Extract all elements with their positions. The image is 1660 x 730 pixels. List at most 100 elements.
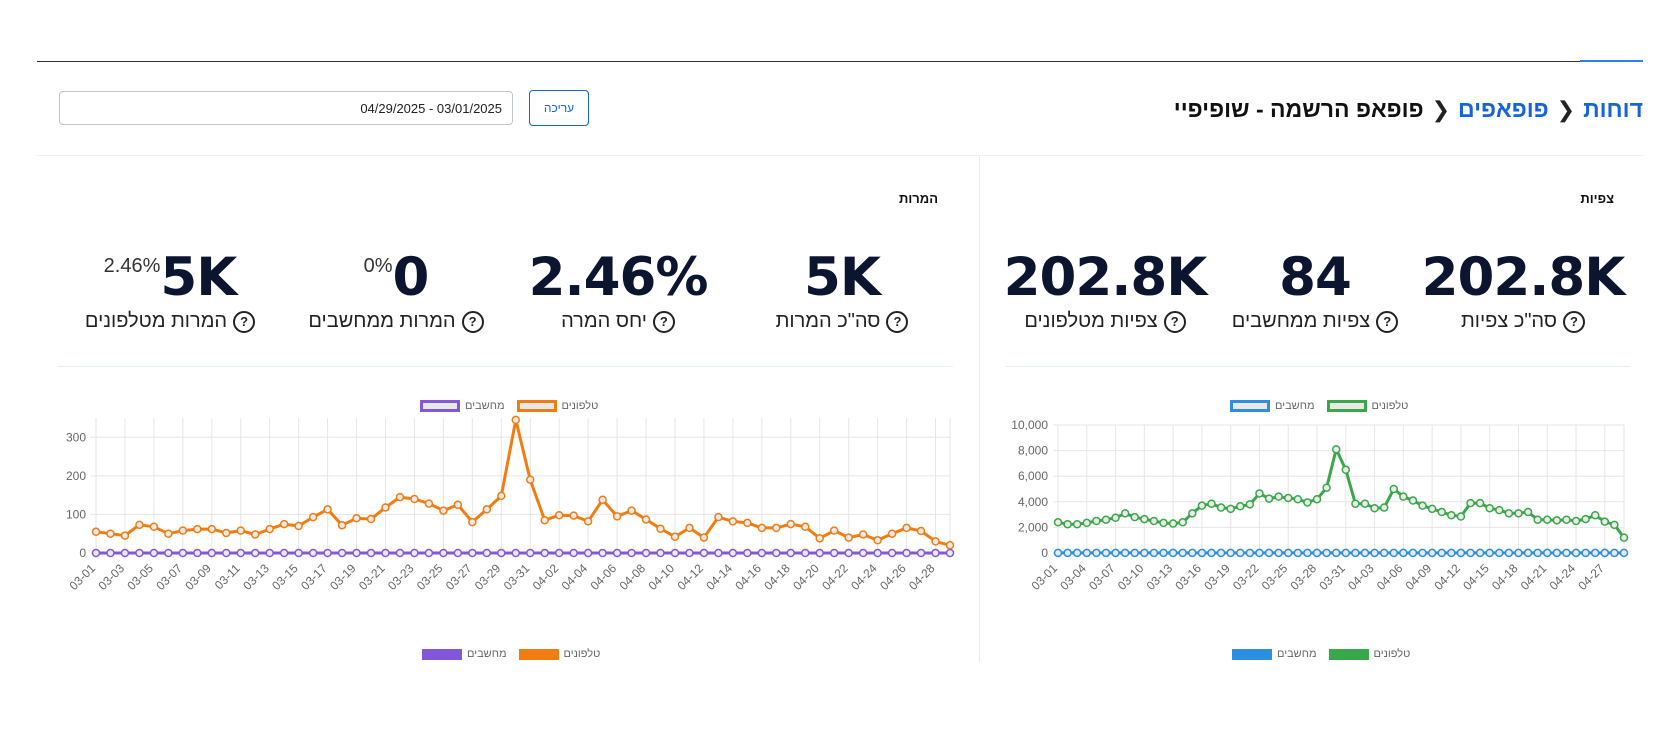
views-chart-data-point-desktop: [1245, 548, 1255, 558]
conversions-chart-x-tick-label: 03-23: [385, 561, 417, 593]
conversions-chart-data-point-phones: [873, 536, 882, 545]
conversions-chart-data-point-phones: [250, 530, 260, 539]
breadcrumb-popups-link[interactable]: פופאפים: [1458, 96, 1549, 122]
total-conversions-label: סה"כ המרות: [775, 310, 881, 332]
views-chart-x-tick-label: 03-16: [1172, 561, 1204, 593]
views-chart-data-point-phones: [1475, 498, 1485, 508]
conversions-chart-x-tick-label: 04-26: [877, 561, 909, 593]
legend-phones-label: טלפונים: [563, 648, 601, 660]
breadcrumb-reports-link[interactable]: דוחות: [1583, 96, 1643, 122]
conversions-chart-data-point-desktop: [583, 548, 593, 558]
conversions-chart-data-point-phones: [844, 533, 853, 542]
conversions-chart-data-point-desktop: [323, 548, 332, 558]
legend-item-desktop[interactable]: מחשבים: [1232, 648, 1317, 660]
conversions-chart-data-point-desktop: [554, 548, 564, 558]
views-chart-data-point-desktop: [1610, 548, 1619, 558]
legend-item-phones[interactable]: טלפונים: [1326, 400, 1408, 412]
conversions-chart-data-point-phones: [424, 499, 434, 508]
conversions-chart-x-tick-label: 04-20: [790, 561, 822, 593]
conversions-chart-data-point-desktop: [135, 548, 144, 558]
views-chart-data-point-desktop: [1140, 548, 1149, 558]
conversions-chart-x-tick-label: 04-06: [588, 561, 620, 593]
legend-desktop-label: מחשבים: [1275, 400, 1315, 412]
views-chart-data-point-phones: [1504, 509, 1514, 518]
conversions-chart-data-point-phones: [685, 523, 694, 533]
conversions-chart-data-point-desktop: [873, 548, 882, 558]
conversions-chart-data-point-desktop: [685, 548, 694, 558]
views-chart-x-tick-label: 03-28: [1288, 561, 1320, 593]
legend-item-phones[interactable]: טלפונים: [1328, 648, 1411, 660]
views-chart-data-point-phones: [1188, 509, 1197, 518]
views-chart-data-point-desktop: [1101, 548, 1111, 558]
conversions-chart-data-point-phones: [887, 529, 897, 538]
help-icon[interactable]: ?: [1376, 310, 1399, 333]
help-icon[interactable]: ?: [461, 310, 484, 333]
legend-item-desktop[interactable]: מחשבים: [422, 648, 507, 660]
legend-item-phones[interactable]: טלפונים: [516, 400, 598, 412]
views-chart-x-tick-label: 03-13: [1144, 561, 1176, 593]
help-icon[interactable]: ?: [652, 310, 675, 333]
conversions-chart-data-point-phones: [786, 519, 796, 529]
views-chart-x-tick-label: 03-07: [1086, 561, 1118, 593]
conversions-chart-data-point-desktop: [670, 548, 680, 558]
conversions-chart-data-point-phones: [815, 534, 824, 543]
views-chart-data-point-desktop: [1437, 548, 1446, 558]
conversions-chart-data-point-desktop: [757, 548, 767, 558]
conversions-chart-data-point-phones: [294, 521, 303, 531]
views-chart-data-point-phones: [1427, 504, 1437, 514]
conversions-chart-data-point-phones: [236, 526, 245, 535]
views-chart-data-point-desktop: [1322, 548, 1331, 558]
legend-item-desktop[interactable]: מחשבים: [1230, 400, 1315, 412]
views-chart-data-point-desktop: [1303, 548, 1312, 558]
legend-item-phones[interactable]: טלפונים: [518, 648, 601, 660]
views-chart-data-point-desktop: [1072, 548, 1082, 558]
conversions-chart-x-tick-label: 03-07: [153, 561, 185, 593]
views-chart-data-point-phones: [1178, 518, 1187, 527]
views-chart-data-point-phones: [1331, 445, 1341, 454]
legend-phones-label: טלפונים: [1373, 648, 1411, 660]
views-chart-data-point-phones: [1293, 494, 1303, 504]
conversions-chart-data-point-phones: [91, 527, 101, 537]
conversions-chart-data-point-phones: [453, 500, 463, 510]
views-chart-data-point-phones: [1600, 517, 1610, 526]
views-chart-data-point-desktop: [1533, 548, 1542, 558]
views-chart-data-point-desktop: [1523, 548, 1533, 558]
edit-button[interactable]: עריכה: [529, 90, 589, 126]
conversions-chart-data-point-desktop: [598, 548, 607, 558]
views-chart-y-tick-label: 8,000: [1018, 444, 1048, 458]
desktop-views-value: 84: [1279, 247, 1352, 308]
views-chart-data-point-phones: [1447, 510, 1456, 520]
chevron-left-icon: ❮: [1431, 96, 1451, 122]
conversions-chart-x-tick-label: 03-29: [472, 561, 504, 593]
legend-item-desktop[interactable]: מחשבים: [420, 400, 505, 412]
views-chart-data-point-phones: [1274, 492, 1283, 501]
legend-desktop-swatch: [420, 400, 460, 412]
conversions-chart-data-point-desktop: [497, 548, 506, 558]
views-chart-data-point-phones: [1523, 507, 1533, 517]
conversions-chart-data-point-desktop: [887, 548, 897, 558]
conversions-chart-x-tick-label: 03-25: [414, 561, 446, 593]
views-chart-data-point-desktop: [1293, 548, 1303, 558]
views-chart-data-point-phones: [1303, 498, 1312, 507]
views-chart-data-point-desktop: [1053, 548, 1063, 558]
date-range-input[interactable]: 04/29/2025 - 03/01/2025: [59, 91, 513, 125]
desktop-conversions-value: 0: [392, 247, 430, 308]
views-chart-data-point-desktop: [1552, 548, 1562, 558]
views-chart-data-point-desktop: [1562, 548, 1571, 558]
views-chart-data-point-desktop: [1274, 548, 1283, 558]
views-chart-x-tick-label: 04-03: [1345, 561, 1377, 593]
help-icon[interactable]: ?: [886, 310, 909, 333]
help-icon[interactable]: ?: [233, 310, 256, 333]
conversions-chart-data-point-desktop: [699, 548, 709, 558]
conversions-chart-data-point-phones: [641, 515, 651, 524]
views-chart-data-point-phones: [1437, 507, 1446, 517]
help-icon[interactable]: ?: [1163, 310, 1186, 333]
conversions-chart-x-tick-label: 03-27: [443, 561, 475, 593]
views-chart-data-point-desktop: [1600, 548, 1610, 558]
help-icon[interactable]: ?: [1563, 310, 1586, 333]
page-header: דוחות ❮ פופאפים ❮ פופאפ הרשמה - שופיפיי …: [37, 82, 1643, 152]
conversions-chart-data-point-phones: [178, 526, 188, 535]
conversions-chart-data-point-desktop: [815, 548, 824, 558]
views-chart-x-tick-label: 03-25: [1259, 561, 1291, 593]
conversions-chart-x-tick-label: 04-10: [645, 561, 677, 593]
